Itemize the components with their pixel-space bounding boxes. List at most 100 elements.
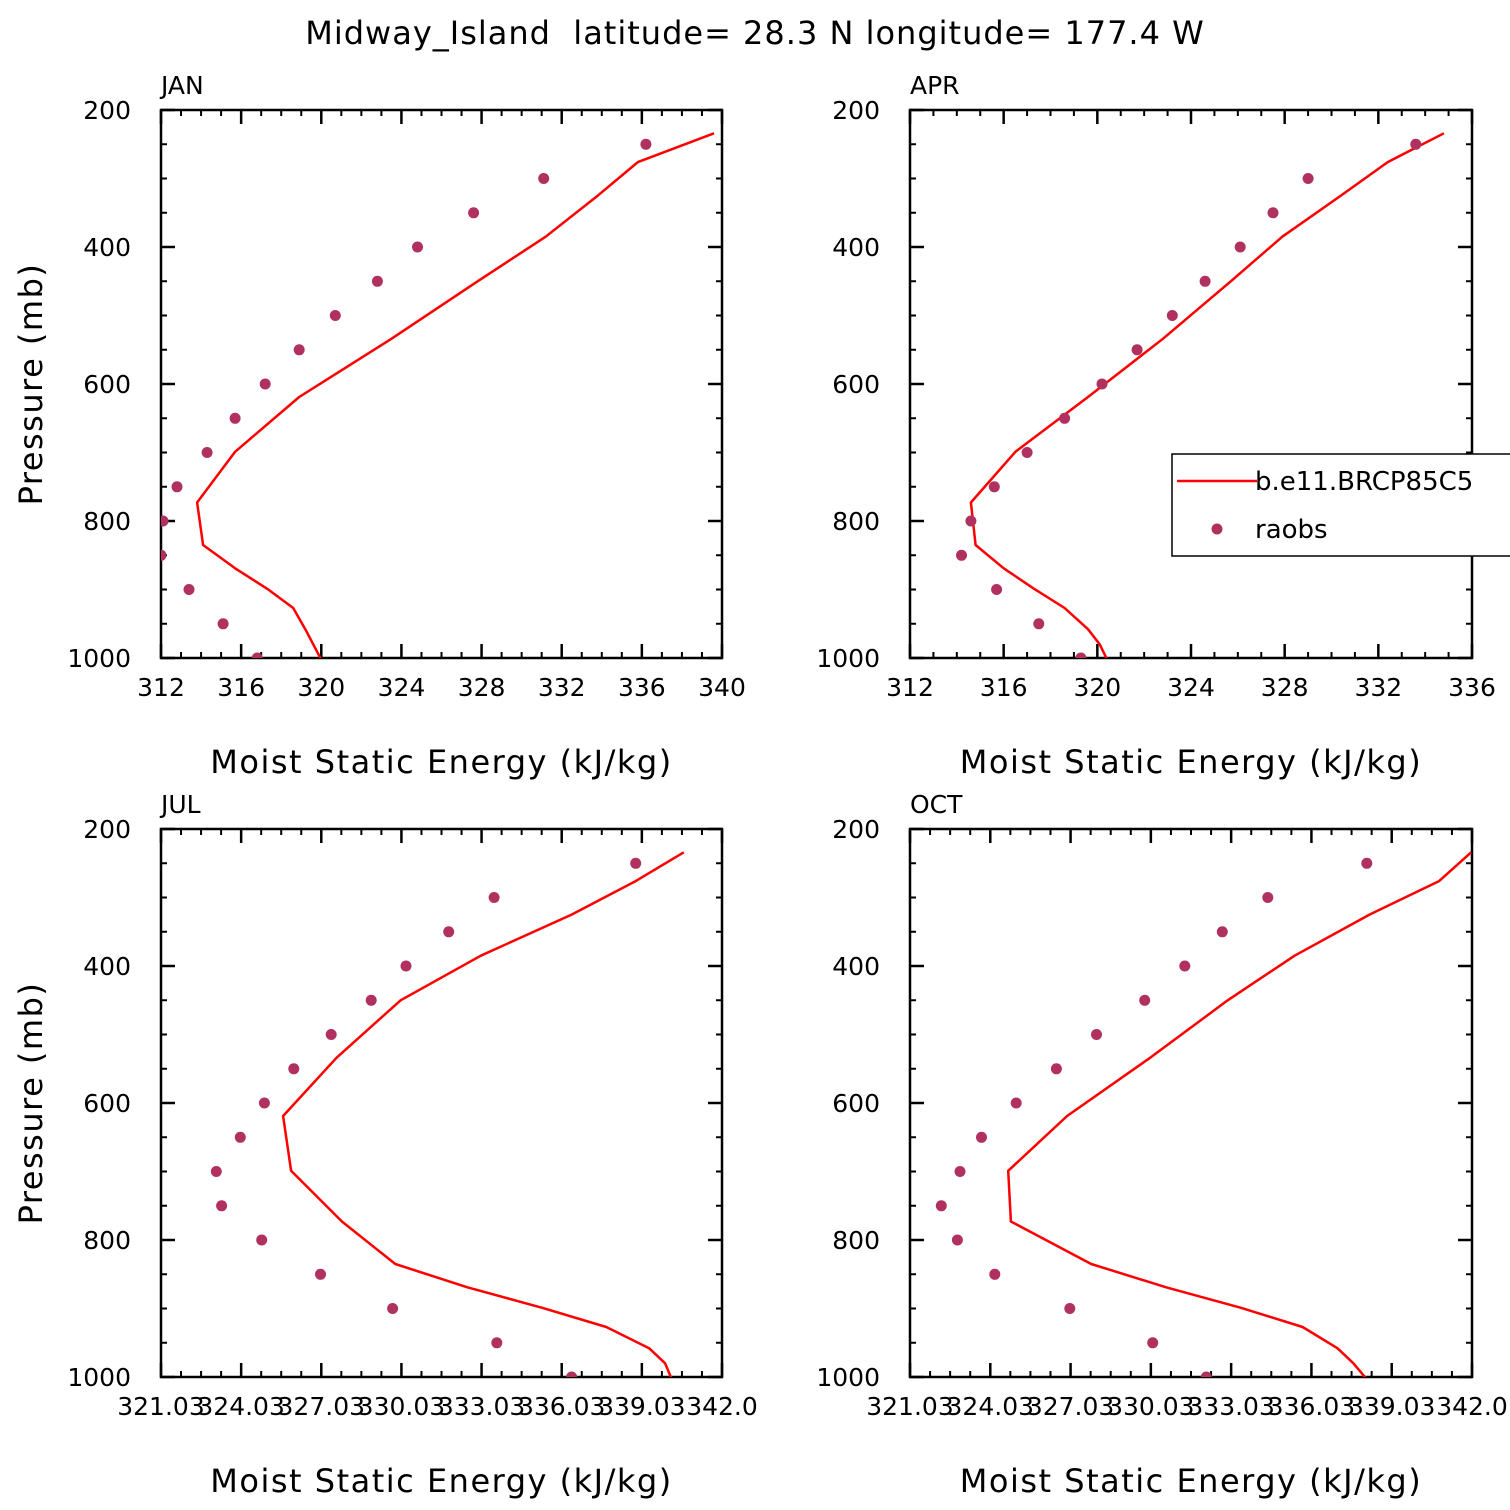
panel-oct: 321.03324.03327.03330.03333.03336.03339.… (816, 790, 1507, 1500)
y-tick-label: 200 (832, 96, 880, 125)
y-tick-label: 800 (832, 507, 880, 536)
x-tick-label: 316 (217, 673, 265, 702)
obs-data-point (201, 447, 213, 458)
obs-data-point (161, 515, 169, 527)
obs-data-point (365, 994, 377, 1006)
obs-data-point (538, 173, 550, 184)
y-tick-label: 200 (832, 815, 880, 844)
y-tick-label: 400 (83, 952, 131, 981)
x-tick-label: 327.03 (278, 1392, 365, 1421)
x-tick-label: 328 (458, 673, 506, 702)
y-tick-label: 400 (832, 952, 880, 981)
obs-data-point (171, 481, 183, 493)
obs-data-point (630, 857, 642, 869)
obs-data-point (229, 412, 241, 424)
obs-data-point (976, 1131, 987, 1143)
obs-data-point (989, 1268, 1001, 1280)
x-tick-label: 336.03 (518, 1392, 605, 1421)
obs-data-point (491, 1337, 503, 1349)
figure-title: Midway_Island latitude= 28.3 N longitude… (305, 14, 1205, 52)
obs-data-point (325, 1029, 337, 1040)
y-tick-label: 1000 (816, 644, 880, 673)
legend-model-label: b.e11.BRCP85C5 (1255, 467, 1473, 497)
obs-data-point (1139, 994, 1151, 1006)
x-tick-label: 342.0 (1436, 1392, 1508, 1421)
x-tick-label: 342.0 (686, 1392, 758, 1421)
panel-label: OCT (910, 790, 963, 819)
obs-data-point (387, 1303, 399, 1314)
obs-data-point (315, 1268, 326, 1280)
plot-frame (908, 108, 1474, 660)
obs-data-point (1010, 1097, 1022, 1109)
obs-data-point (1234, 241, 1246, 253)
obs-data-point (1096, 378, 1108, 390)
x-tick-label: 328 (1261, 673, 1309, 702)
obs-data-point (1131, 344, 1143, 356)
x-tick-label: 332 (1354, 673, 1402, 702)
panel-jul: 321.03324.03327.03330.03333.03336.03339.… (12, 790, 758, 1500)
obs-data-point (991, 584, 1003, 595)
obs-data-point (988, 481, 1000, 493)
y-tick-label: 600 (832, 370, 880, 399)
obs-data-point (1179, 960, 1191, 972)
obs-data-point (256, 1234, 268, 1246)
model-series-line (281, 851, 685, 1377)
y-tick-label: 600 (832, 1089, 880, 1118)
obs-data-point (161, 549, 167, 561)
obs-data-point (210, 1166, 222, 1177)
x-tick-label: 312 (137, 673, 185, 702)
x-tick-label: 316 (980, 673, 1028, 702)
x-tick-label: 321.03 (866, 1392, 953, 1421)
obs-data-point (400, 960, 412, 972)
obs-data-point (1166, 310, 1178, 321)
obs-data-point (288, 1063, 300, 1075)
model-series-line (195, 132, 715, 658)
obs-data-point (954, 1166, 966, 1177)
obs-data-point (412, 241, 423, 253)
y-axis-label: Pressure (mb) (12, 982, 50, 1225)
obs-data-point (259, 378, 271, 390)
y-tick-label: 400 (832, 233, 880, 262)
obs-data-point (956, 549, 967, 561)
obs-data-point (293, 344, 305, 356)
y-axis-label: Pressure (mb) (12, 263, 50, 506)
y-tick-label: 600 (83, 1089, 131, 1118)
y-tick-label: 1000 (816, 1363, 880, 1392)
y-tick-label: 800 (83, 1226, 131, 1255)
obs-data-point (216, 1200, 228, 1212)
obs-data-point (566, 1371, 578, 1377)
obs-data-point (371, 275, 383, 287)
plot-area (210, 851, 685, 1377)
x-tick-label: 339.03 (598, 1392, 685, 1421)
obs-data-point (1091, 1029, 1102, 1040)
obs-data-point (1033, 618, 1045, 630)
x-tick-label: 324.03 (197, 1392, 284, 1421)
x-tick-label: 324 (1167, 673, 1215, 702)
obs-data-point (1064, 1303, 1076, 1314)
obs-data-point (1361, 857, 1373, 869)
panel-label: JUL (159, 790, 201, 819)
x-axis-label: Moist Static Energy (kJ/kg) (210, 1462, 672, 1500)
legend-box (1171, 453, 1510, 557)
model-series-line (1006, 851, 1472, 1377)
x-axis-label: Moist Static Energy (kJ/kg) (960, 1462, 1422, 1500)
legend-obs-label: raobs (1255, 515, 1328, 545)
y-tick-label: 600 (83, 370, 131, 399)
x-axis-label: Moist Static Energy (kJ/kg) (960, 743, 1422, 781)
panel-label: JAN (159, 71, 204, 100)
obs-data-point (1262, 892, 1274, 903)
x-tick-label: 332 (538, 673, 586, 702)
obs-data-point (1216, 926, 1228, 938)
y-tick-label: 400 (83, 233, 131, 262)
x-tick-label: 330.03 (358, 1392, 445, 1421)
obs-data-point (1075, 652, 1087, 658)
obs-data-point (183, 584, 195, 595)
obs-data-point (329, 310, 341, 321)
obs-data-point (935, 1200, 947, 1212)
obs-data-point (1050, 1063, 1062, 1075)
obs-data-point (951, 1234, 963, 1246)
obs-data-point (965, 515, 977, 527)
obs-data-point (443, 926, 455, 938)
x-axis-label: Moist Static Energy (kJ/kg) (210, 743, 672, 781)
